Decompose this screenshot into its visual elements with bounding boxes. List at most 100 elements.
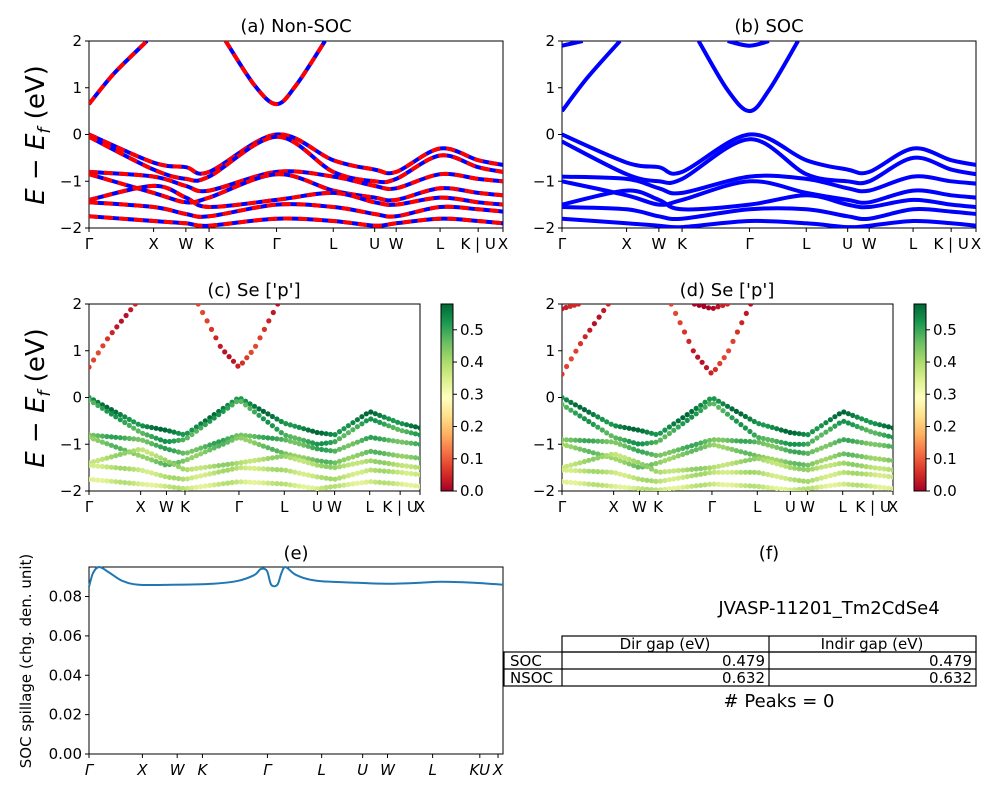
k-point-label: K — [677, 235, 688, 253]
projection-point — [319, 441, 325, 447]
projection-point — [248, 349, 254, 355]
panel-e-title: (e) — [283, 543, 308, 564]
k-point-label: Γ — [558, 235, 567, 253]
projection-point — [198, 451, 204, 457]
projection-point — [666, 430, 673, 437]
projection-point — [657, 459, 664, 465]
projection-point — [323, 484, 329, 491]
k-point-label: Γ — [85, 761, 95, 779]
projection-point — [368, 458, 374, 464]
soc-indir-gap-value: 0.479 — [929, 652, 972, 670]
projection-point — [832, 423, 838, 429]
projection-point — [765, 484, 771, 491]
projection-point — [131, 480, 137, 486]
k-point-label: Γ — [85, 235, 94, 253]
projection-point — [305, 439, 311, 445]
projection-point — [220, 441, 226, 447]
projection-point — [135, 467, 141, 473]
projection-point — [809, 438, 816, 444]
k-point-label: X — [415, 498, 425, 516]
projection-point — [756, 421, 762, 427]
projection-point — [269, 480, 275, 486]
k-point-label: W — [327, 498, 342, 516]
projection-point — [613, 483, 619, 490]
projection-point — [599, 438, 605, 444]
band-line-overlay — [89, 200, 503, 219]
projection-point — [677, 320, 683, 326]
projection-point — [675, 418, 681, 424]
projection-point — [363, 436, 369, 442]
projection-point — [881, 442, 887, 449]
projection-point — [327, 459, 334, 465]
projection-point — [247, 438, 253, 444]
projection-point — [671, 427, 677, 433]
projection-point — [144, 432, 150, 438]
projection-point — [336, 429, 343, 435]
projection-point — [872, 430, 878, 436]
projection-point — [225, 405, 231, 411]
projection-point — [269, 413, 275, 420]
projection-point — [131, 448, 137, 454]
projection-point — [211, 463, 217, 469]
projection-point — [827, 483, 834, 489]
projection-point — [738, 449, 744, 455]
projection-point — [158, 460, 164, 466]
projection-point — [823, 456, 829, 462]
k-point-label: K — [204, 235, 215, 253]
projection-point — [796, 466, 802, 472]
projection-point — [292, 482, 298, 489]
projection-point — [296, 457, 302, 463]
projection-point — [265, 466, 271, 472]
projection-point — [742, 413, 749, 420]
projection-point — [180, 485, 186, 491]
projection-point — [827, 455, 834, 461]
projection-point — [229, 479, 235, 486]
jvasp-id: JVASP-11201_Tm2CdSe4 — [717, 598, 939, 619]
projection-point — [581, 459, 588, 465]
projection-point — [563, 397, 570, 403]
projection-point — [604, 430, 610, 436]
projection-point — [336, 446, 343, 452]
projection-point — [720, 482, 726, 488]
projection-point — [563, 467, 570, 473]
projection-point — [872, 441, 878, 448]
projection-point — [220, 462, 226, 468]
projection-point — [818, 423, 825, 429]
projection-point — [99, 463, 105, 470]
projection-point — [292, 423, 298, 429]
projection-point — [323, 440, 329, 446]
projection-point — [814, 465, 820, 471]
projection-point — [251, 433, 258, 440]
projection-point — [225, 480, 231, 486]
projection-point — [657, 430, 664, 436]
projection-point — [301, 484, 307, 490]
projection-point — [823, 474, 829, 480]
projection-point — [760, 422, 766, 428]
projection-point — [202, 483, 208, 489]
projection-point — [265, 455, 271, 462]
projection-point — [162, 438, 168, 444]
spillage-y-axis-label: SOC spillage (chg. den. unit) — [17, 554, 35, 769]
projection-point — [562, 467, 565, 473]
projection-point — [832, 482, 838, 488]
projection-point — [158, 483, 164, 489]
k-point-label: K — [180, 498, 191, 516]
projection-point — [778, 446, 784, 452]
projection-point — [108, 442, 114, 448]
projection-point — [872, 484, 878, 490]
projection-point — [805, 441, 811, 447]
projection-point — [184, 450, 190, 456]
projection-point — [809, 466, 816, 472]
projection-point — [354, 439, 360, 445]
projection-point — [269, 423, 275, 429]
projection-point — [702, 482, 708, 488]
projection-point — [805, 478, 811, 485]
projection-point — [122, 414, 128, 420]
projection-point — [287, 438, 293, 444]
projection-point — [738, 422, 744, 428]
projection-point — [153, 425, 159, 431]
projection-point — [680, 484, 686, 490]
projection-point — [783, 459, 789, 465]
projection-point — [698, 471, 704, 477]
projection-point — [381, 421, 387, 427]
